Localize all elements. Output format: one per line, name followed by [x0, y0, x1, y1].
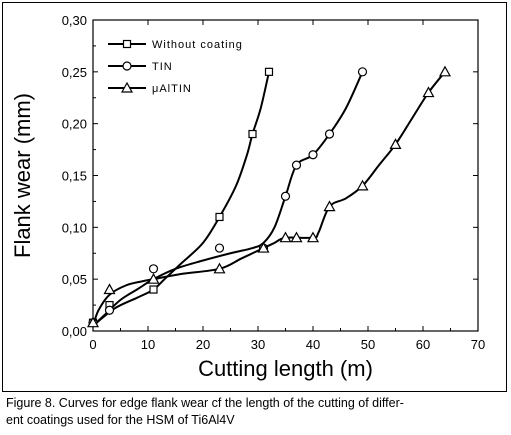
data-point-ualtin [257, 241, 270, 253]
data-point-ualtin [356, 179, 369, 191]
y-tick-label: 0,15 [62, 169, 87, 184]
data-point-ualtin [103, 283, 116, 295]
y-tick-label: 0,20 [62, 117, 87, 132]
y-tick-label: 0,30 [62, 13, 87, 28]
legend-label-ualtin: μAlTIN [152, 83, 192, 95]
data-point-tin [308, 150, 318, 160]
data-point-ualtin [213, 262, 226, 274]
x-axis-title: Cutting length (m) [198, 356, 373, 381]
figure-caption: Figure 8. Curves for edge flank wear cf … [6, 395, 506, 429]
data-point-ualtin [86, 316, 100, 328]
data-point-ualtin [438, 65, 452, 77]
plot-frame [92, 19, 479, 332]
caption-line-1: Figure 8. Curves for edge flank wear cf … [6, 396, 404, 410]
x-tick-label: 40 [306, 337, 320, 352]
y-tick-label: 0,25 [62, 65, 87, 80]
data-point-without-coating [248, 129, 257, 139]
data-point-without-coating [215, 212, 224, 222]
x-tick-label: 60 [416, 337, 430, 352]
data-point-ualtin [290, 231, 303, 243]
x-tick-label: 20 [196, 337, 210, 352]
data-point-tin [148, 264, 159, 274]
data-point-ualtin [147, 272, 160, 284]
caption-line-2: ent coatings used for the HSM of Ti6Al4V [6, 413, 235, 427]
data-point-tin [291, 160, 302, 170]
x-tick-label: 30 [251, 337, 265, 352]
data-point-tin [214, 243, 225, 253]
data-point-tin [104, 305, 115, 315]
legend-label-tin: TIN [152, 61, 173, 73]
legend-marker-without-coating [122, 39, 132, 49]
data-point-without-coating [264, 67, 274, 76]
legend-marker-tin [122, 61, 132, 71]
data-point-ualtin [279, 231, 292, 243]
data-point-ualtin [323, 200, 336, 212]
x-tick-label: 10 [141, 337, 155, 352]
data-point-tin [324, 129, 335, 139]
data-point-without-coating [149, 285, 158, 294]
y-tick-label: 0,10 [62, 220, 87, 235]
data-point-tin [280, 191, 291, 201]
y-tick-label: 0,05 [62, 272, 87, 287]
series-line-ualtin [92, 71, 446, 327]
x-tick-label: 0 [89, 337, 96, 352]
flank-wear-chart: 0 10 20 30 40 50 60 70 0,00 0,05 0,10 0,15 0,20 0,25 0… [10, 13, 485, 381]
y-tick-label: 0,00 [62, 324, 87, 339]
series-line-tin [92, 71, 364, 327]
y-axis-title: Flank wear (mm) [10, 93, 35, 258]
legend-marker-ualtin [120, 81, 134, 93]
x-tick-label: 70 [471, 337, 485, 352]
data-point-ualtin [306, 231, 320, 243]
data-point-ualtin [422, 86, 435, 98]
legend-label-without-coating: Without coating [152, 39, 243, 51]
x-tick-label: 50 [361, 337, 375, 352]
data-point-ualtin [389, 138, 402, 149]
data-point-tin [357, 67, 368, 77]
